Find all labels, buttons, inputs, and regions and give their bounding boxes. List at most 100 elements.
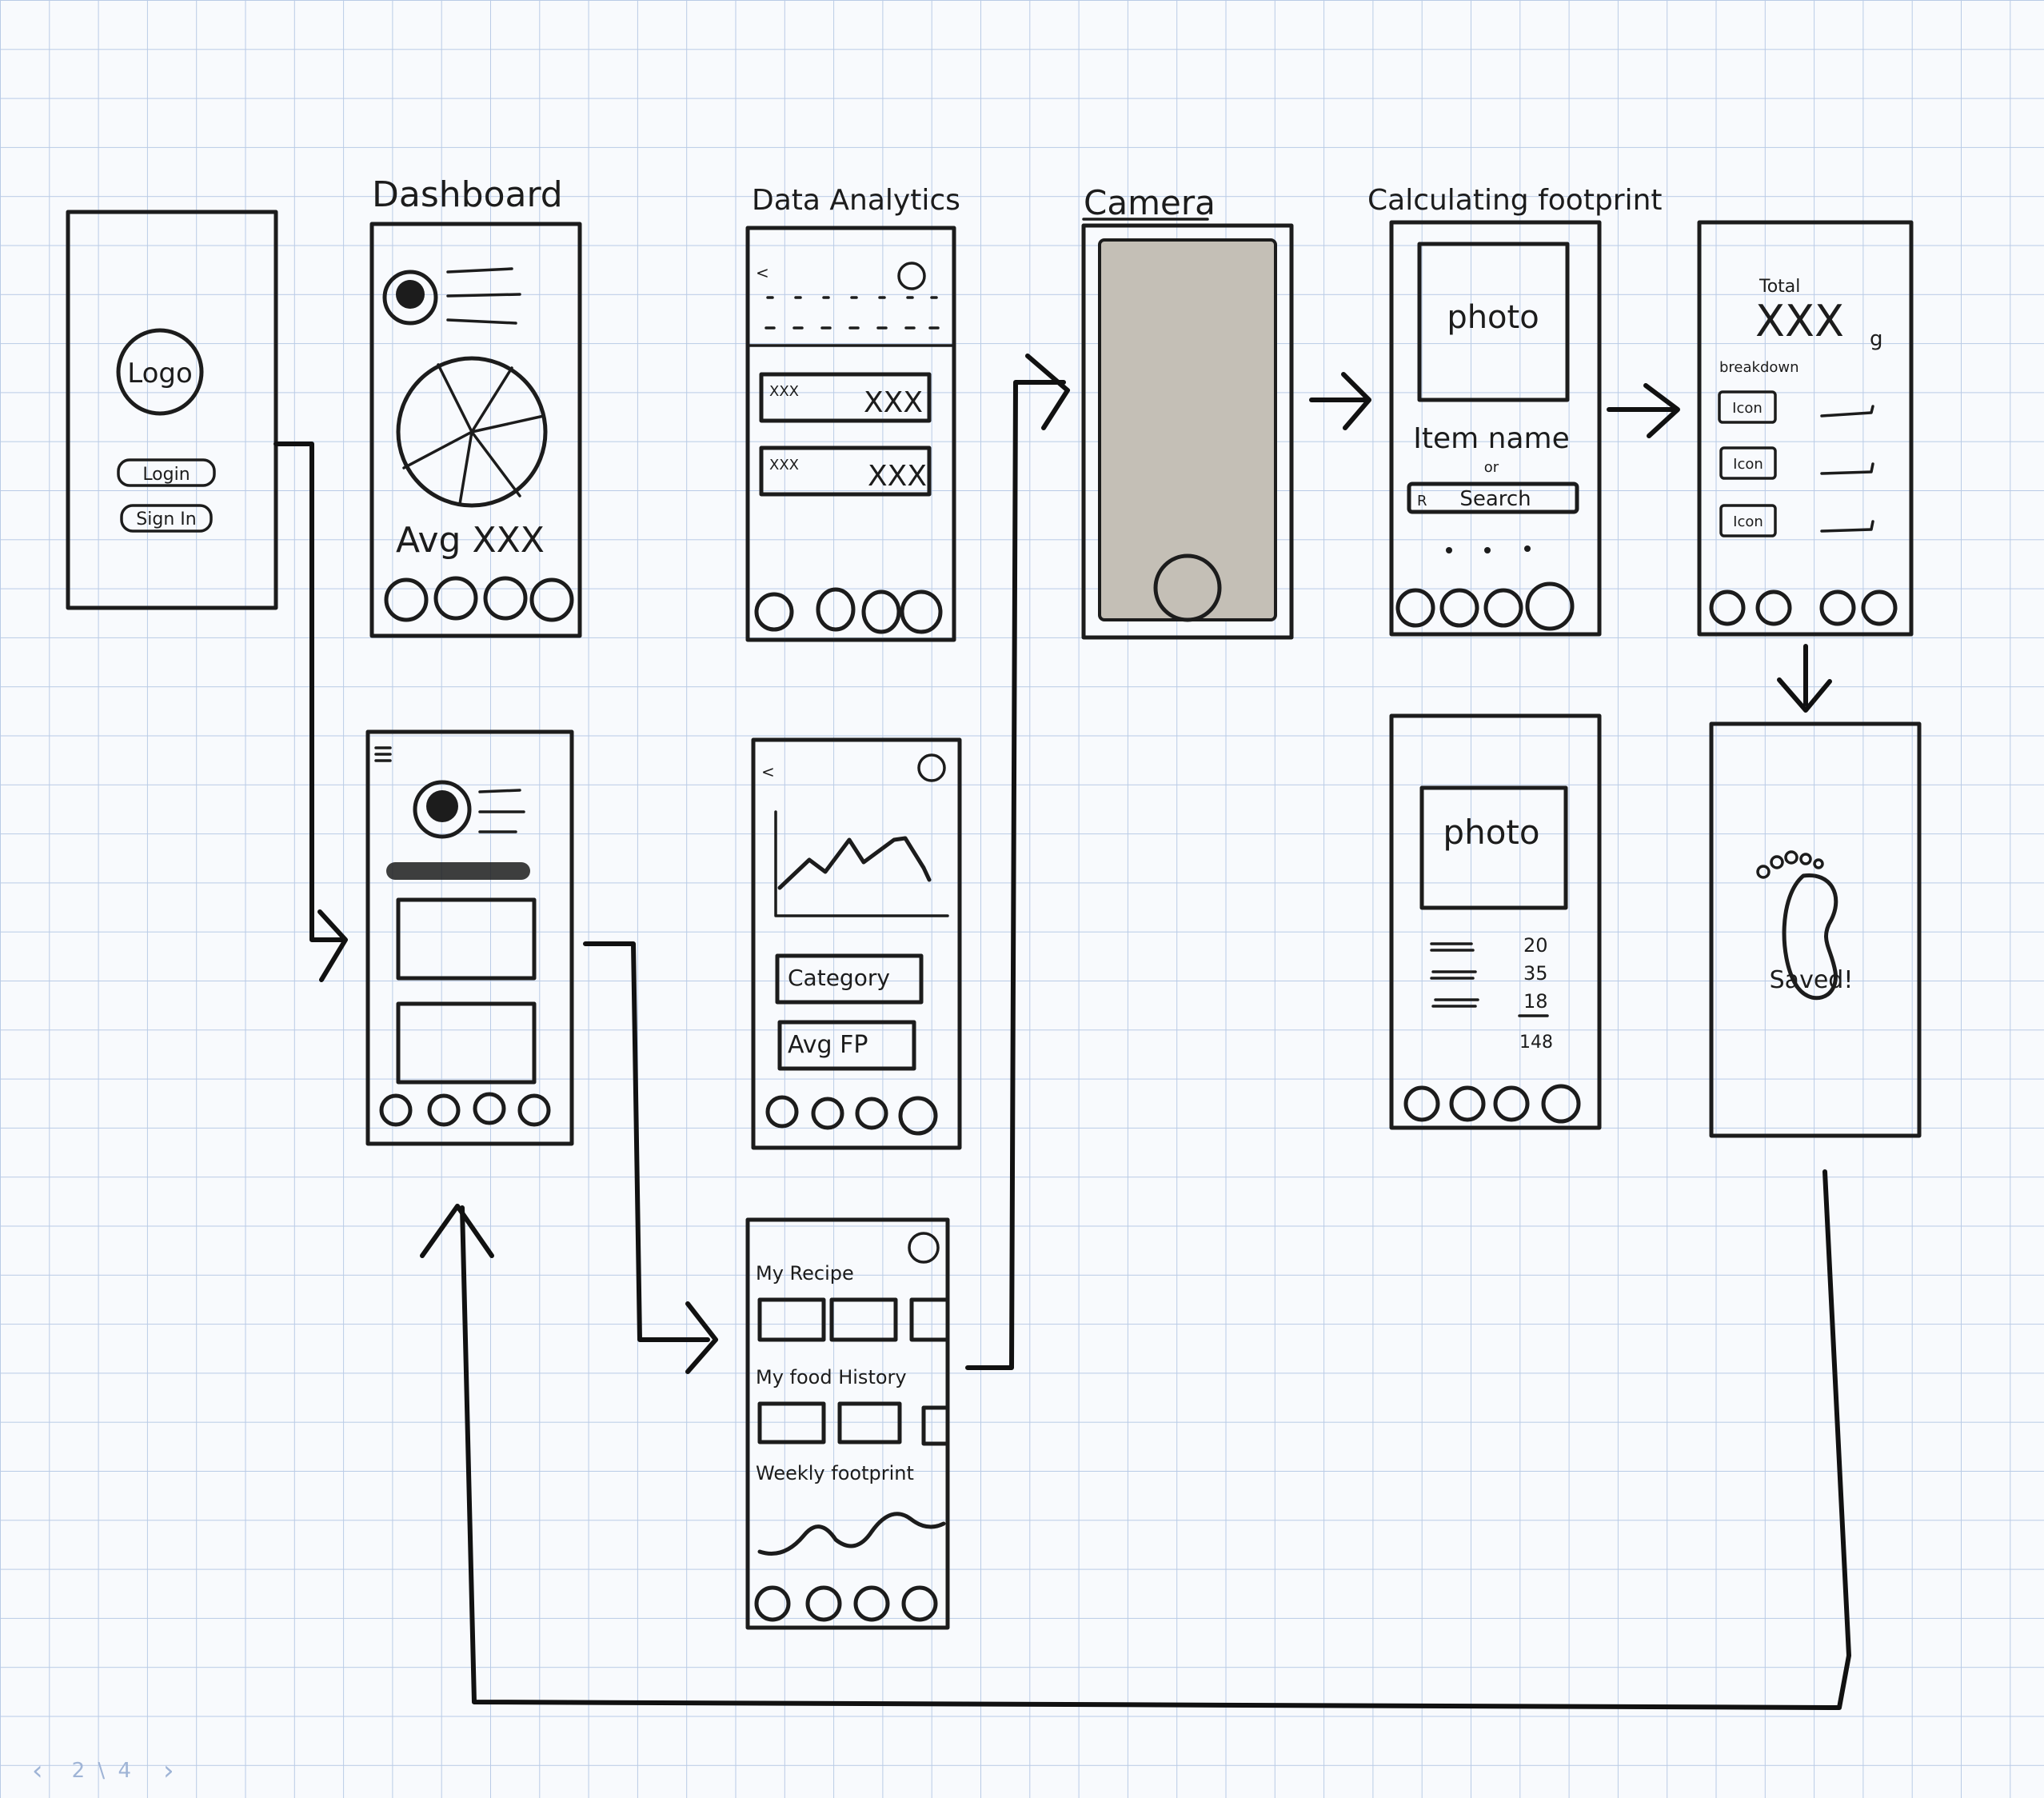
screen-menu [365, 729, 574, 1146]
pie-slices [402, 363, 545, 505]
signin-button[interactable] [120, 504, 213, 533]
analytics-row[interactable] [759, 372, 932, 423]
nav-icon[interactable] [898, 1096, 938, 1136]
nav-icon[interactable] [861, 589, 901, 634]
content-card[interactable] [396, 1001, 537, 1085]
result-nav-bar [1403, 1084, 1581, 1124]
nav-icon[interactable] [1449, 1085, 1486, 1122]
hamburger-icon[interactable] [374, 746, 392, 762]
category-chip-label: Icon [1732, 400, 1763, 417]
ingredient-value: 35 [1523, 962, 1548, 985]
nav-icon[interactable] [427, 1093, 461, 1127]
breakdown-bar [1820, 520, 1874, 533]
nav-icon[interactable] [1819, 589, 1856, 626]
nav-icon[interactable] [1755, 589, 1792, 626]
nav-icon[interactable] [379, 1093, 413, 1127]
arrow-head-icon [685, 1301, 718, 1374]
screen-result: photo 20 35 18 148 [1389, 713, 1602, 1130]
nav-icon[interactable] [900, 589, 943, 634]
row2-left: XXX [769, 457, 799, 473]
next-page-icon[interactable]: › [162, 1755, 174, 1787]
toe-icon [1770, 855, 1784, 869]
avatar-circle [413, 780, 472, 839]
screen-camera: Camera [1081, 183, 1294, 640]
avatar-icon[interactable] [917, 753, 946, 782]
recipe-card[interactable] [909, 1297, 950, 1342]
analytics-row[interactable] [759, 446, 932, 497]
arrow-head-icon [1643, 383, 1680, 438]
login-button[interactable] [117, 458, 216, 487]
avatar-icon [396, 280, 425, 309]
analytics-nav-bar [754, 587, 943, 634]
category-chip[interactable] [1719, 446, 1777, 480]
category-chip[interactable] [1719, 504, 1777, 537]
category-button[interactable] [775, 953, 924, 1005]
nav-icon[interactable] [754, 1585, 791, 1622]
nav-icon[interactable] [384, 577, 429, 622]
avatar-icon[interactable] [897, 262, 926, 290]
search-input[interactable] [1407, 481, 1579, 514]
nav-icon[interactable] [811, 1097, 844, 1130]
history-card[interactable] [921, 1405, 950, 1446]
nav-icon[interactable] [855, 1097, 888, 1130]
screen-saved: Saved! [1709, 721, 1922, 1138]
menu-nav-bar [379, 1092, 551, 1127]
history-card[interactable] [757, 1401, 826, 1444]
ingredient-total: 148 [1519, 1033, 1553, 1053]
total-unit: g [1870, 327, 1883, 351]
nav-icon[interactable] [1861, 589, 1898, 626]
camera-frame [1081, 223, 1294, 640]
nav-icon[interactable] [1541, 1084, 1581, 1124]
nav-icon[interactable] [517, 1093, 551, 1127]
data-analytics-title: Data Analytics [752, 184, 960, 217]
nav-icon[interactable] [473, 1092, 506, 1125]
nav-icon[interactable] [433, 576, 478, 621]
calculating-nav-bar [1395, 581, 1575, 631]
photo-placeholder [1419, 785, 1568, 910]
nav-icon[interactable] [1483, 588, 1523, 628]
nav-icon[interactable] [529, 577, 574, 622]
arrow-head-icon [317, 909, 348, 982]
back-icon[interactable]: < [761, 762, 775, 781]
nav-icon[interactable] [1395, 588, 1435, 628]
screen-analytics-chart: < Category Avg FP [751, 737, 962, 1150]
nav-icon[interactable] [754, 592, 794, 632]
back-icon[interactable]: < [756, 263, 769, 282]
flow-connectors [273, 354, 1851, 1710]
saved-frame [1709, 721, 1922, 1138]
profile-text-lines [478, 789, 525, 833]
recipe-card[interactable] [829, 1297, 898, 1342]
content-card[interactable] [396, 897, 537, 981]
pagination-dot [1524, 545, 1531, 552]
nav-icon[interactable] [805, 1585, 842, 1622]
history-card[interactable] [837, 1401, 902, 1444]
ingredient-names [1430, 942, 1479, 1008]
nav-icon[interactable] [816, 587, 856, 632]
nav-icon[interactable] [1439, 588, 1479, 628]
category-chip[interactable] [1718, 390, 1777, 424]
prev-page-icon[interactable]: ‹ [32, 1755, 43, 1787]
search-input-label: Search [1459, 487, 1531, 511]
nav-icon[interactable] [1525, 581, 1575, 631]
login-frame [66, 210, 278, 610]
avatar-icon[interactable] [908, 1232, 940, 1264]
recipe-card[interactable] [757, 1297, 826, 1342]
home-nav-bar [754, 1585, 938, 1622]
nav-icon[interactable] [853, 1585, 890, 1622]
screen-login: Logo Login Sign In [66, 210, 278, 610]
shutter-button[interactable] [1153, 553, 1222, 622]
avg-fp-button[interactable] [777, 1020, 916, 1071]
nav-icon[interactable] [483, 576, 528, 621]
nav-icon[interactable] [901, 1585, 938, 1622]
total-nav-bar [1709, 589, 1898, 626]
total-value: XXX [1755, 296, 1844, 346]
avg-fp-button-label: Avg FP [788, 1031, 868, 1059]
screen-calculating-footprint: Calculating footprint photo Item name or… [1367, 184, 1663, 637]
nav-icon[interactable] [765, 1095, 799, 1129]
ingredient-list: 20 35 18 148 [1430, 934, 1553, 1053]
breakdown-label: breakdown [1719, 359, 1799, 376]
nav-icon[interactable] [1493, 1085, 1530, 1122]
nav-icon[interactable] [1709, 589, 1746, 626]
nav-icon[interactable] [1403, 1085, 1440, 1122]
